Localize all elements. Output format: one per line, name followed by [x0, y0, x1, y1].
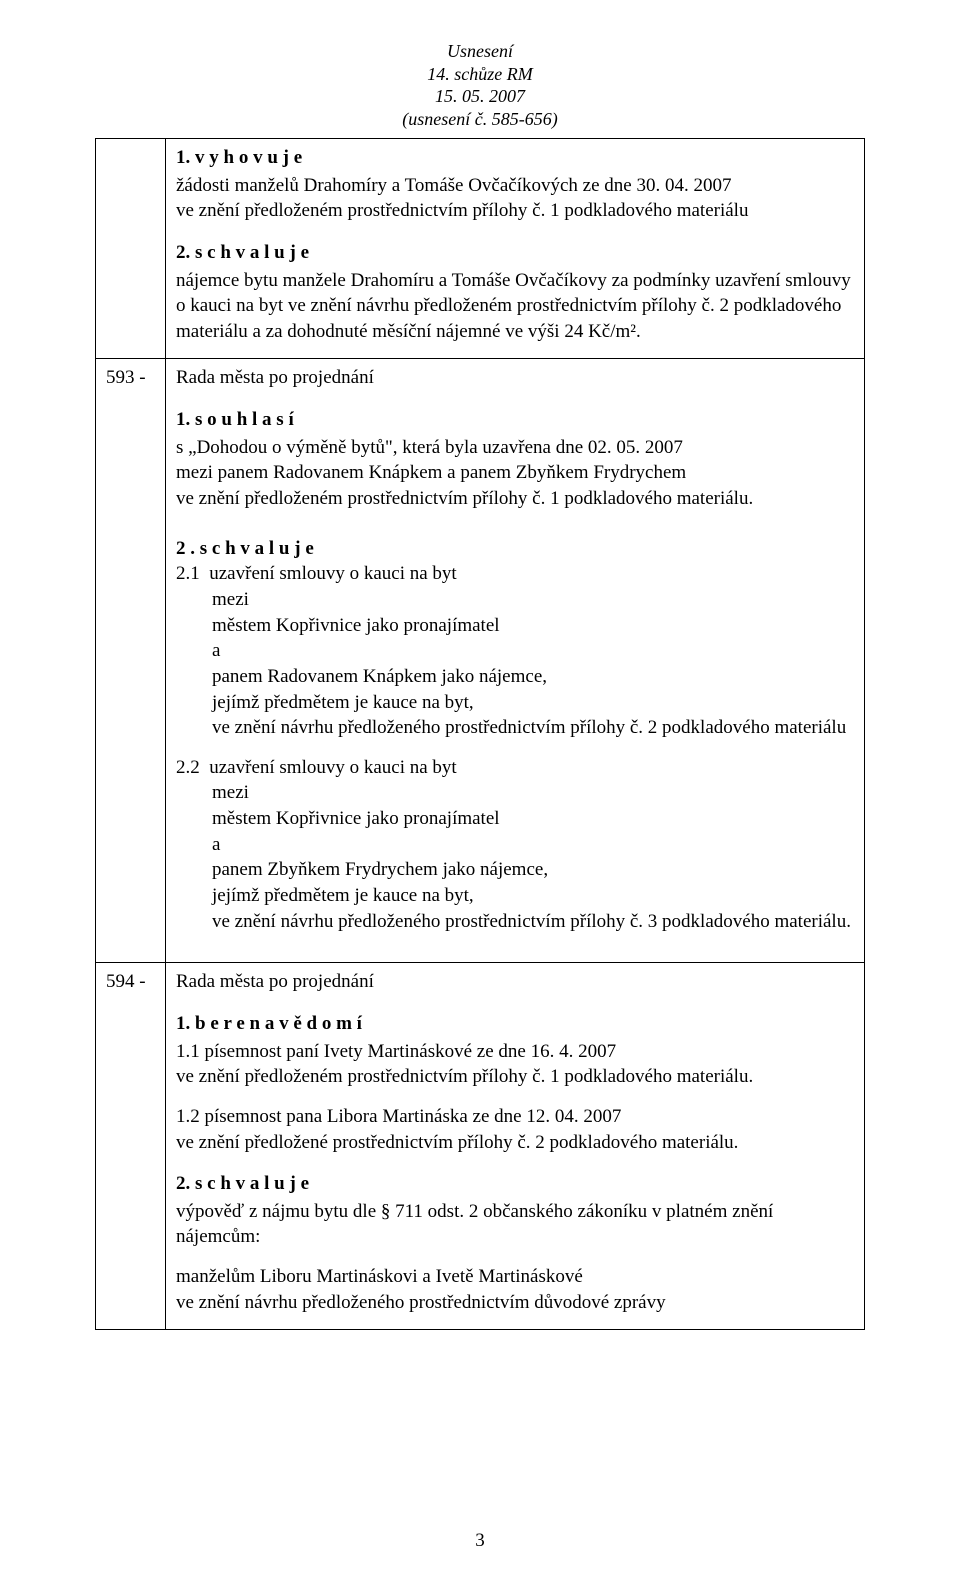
table-row: 1. v y h o v u j e žádosti manželů Draho… [96, 139, 865, 359]
heading-num: 1. [176, 1013, 190, 1034]
block-line: 1.1 písemnost paní Ivety Martináskové ze… [176, 1039, 854, 1065]
page: Usnesení 14. schůze RM 15. 05. 2007 (usn… [0, 0, 960, 1580]
heading-num: 1. [176, 409, 190, 430]
row-number [96, 139, 166, 359]
sub-label-text: 2.2 [176, 757, 200, 778]
block-line: ve znění předloženém prostřednictvím pří… [176, 198, 854, 224]
heading-num: 1. [176, 147, 190, 168]
block: 2 . s c h v a l u j e 2.1 uzavření smlou… [176, 536, 854, 935]
row-number: 593 - [96, 359, 166, 963]
block: Rada města po projednání [176, 969, 854, 995]
spacer [176, 1250, 854, 1264]
sub-line: panem Zbyňkem Frydrychem jako nájemce, [212, 857, 854, 883]
plain-line: Rada města po projednání [176, 969, 854, 995]
block-heading: 1. v y h o v u j e [176, 145, 854, 171]
row-content: Rada města po projednání 1. b e r e n a … [166, 963, 865, 1330]
sub-line: ve znění návrhu předloženého prostřednic… [212, 909, 854, 935]
heading-word: b e r e n a v ě d o m í [195, 1013, 362, 1034]
heading-word: s o u h l a s í [195, 409, 294, 430]
header-line-4: (usnesení č. 585-656) [95, 108, 865, 131]
heading-num: 2 . [176, 538, 195, 559]
heading-word: s c h v a l u j e [195, 1173, 309, 1194]
sub-line: uzavření smlouvy o kauci na byt [209, 757, 456, 778]
heading-word: v y h o v u j e [195, 147, 302, 168]
sub-line: městem Kopřivnice jako pronajímatel [212, 806, 854, 832]
resolution-table: 1. v y h o v u j e žádosti manželů Draho… [95, 138, 865, 1330]
page-number: 3 [0, 1530, 960, 1552]
sub-line: a [212, 832, 854, 858]
sub-line: mezi [212, 587, 854, 613]
header-line-1: Usnesení [95, 40, 865, 63]
heading-word: s c h v a l u j e [200, 538, 314, 559]
block: 2. s c h v a l u j e výpověď z nájmu byt… [176, 1171, 854, 1315]
block-heading: 2. s c h v a l u j e [176, 1171, 854, 1197]
spacer [176, 1090, 854, 1104]
document-header: Usnesení 14. schůze RM 15. 05. 2007 (usn… [95, 40, 865, 130]
block-line: s „Dohodou o výměně bytů", která byla uz… [176, 435, 854, 461]
sub-line: jejímž předmětem je kauce na byt, [212, 883, 854, 909]
block-line: ve znění předloženém prostřednictvím pří… [176, 1064, 854, 1090]
sub-label: 2.2 [176, 757, 209, 778]
block-line: nájemce bytu manžele Drahomíru a Tomáše … [176, 268, 854, 345]
block-line: ve znění předložené prostřednictvím příl… [176, 1130, 854, 1156]
plain-line: Rada města po projednání [176, 365, 854, 391]
header-line-2: 14. schůze RM [95, 63, 865, 86]
heading-word: s c h v a l u j e [195, 242, 309, 263]
sub-block: 2.2 uzavření smlouvy o kauci na byt mezi… [176, 755, 854, 934]
block-line: manželům Liboru Martináskovi a Ivetě Mar… [176, 1264, 854, 1290]
sub-line: a [212, 638, 854, 664]
sub-label: 2.1 [176, 563, 209, 584]
table-row: 594 - Rada města po projednání 1. b e r … [96, 963, 865, 1330]
block-line: výpověď z nájmu bytu dle § 711 odst. 2 o… [176, 1199, 854, 1250]
sub-line: panem Radovanem Knápkem jako nájemce, [212, 664, 854, 690]
sub-label-text: 2.1 [176, 563, 200, 584]
sub-line: ve znění návrhu předloženého prostřednic… [212, 715, 854, 741]
sub-line: jejímž předmětem je kauce na byt, [212, 690, 854, 716]
sub-line: uzavření smlouvy o kauci na byt [209, 563, 456, 584]
block: 1. b e r e n a v ě d o m í 1.1 písemnost… [176, 1011, 854, 1155]
block-line: mezi panem Radovanem Knápkem a panem Zby… [176, 460, 854, 486]
table-row: 593 - Rada města po projednání 1. s o u … [96, 359, 865, 963]
block: 1. s o u h l a s í s „Dohodou o výměně b… [176, 407, 854, 512]
sub-line: městem Kopřivnice jako pronajímatel [212, 613, 854, 639]
sub-block: 2.1 uzavření smlouvy o kauci na byt mezi… [176, 561, 854, 740]
header-line-3: 15. 05. 2007 [95, 85, 865, 108]
sub-line: mezi [212, 780, 854, 806]
block-line: žádosti manželů Drahomíry a Tomáše Ovčač… [176, 173, 854, 199]
block-heading: 1. s o u h l a s í [176, 407, 854, 433]
row-number: 594 - [96, 963, 166, 1330]
block: 1. v y h o v u j e žádosti manželů Draho… [176, 145, 854, 224]
row-content: 1. v y h o v u j e žádosti manželů Draho… [166, 139, 865, 359]
row-content: Rada města po projednání 1. s o u h l a … [166, 359, 865, 963]
heading-num: 2. [176, 242, 190, 263]
block-line: ve znění předloženém prostřednictvím pří… [176, 486, 854, 512]
block-line: 1.2 písemnost pana Libora Martináska ze … [176, 1104, 854, 1130]
block-heading: 1. b e r e n a v ě d o m í [176, 1011, 854, 1037]
block-line: ve znění návrhu předloženého prostřednic… [176, 1290, 854, 1316]
block-heading: 2 . s c h v a l u j e [176, 536, 854, 562]
block: Rada města po projednání [176, 365, 854, 391]
block-heading: 2. s c h v a l u j e [176, 240, 854, 266]
heading-num: 2. [176, 1173, 190, 1194]
block: 2. s c h v a l u j e nájemce bytu manžel… [176, 240, 854, 345]
